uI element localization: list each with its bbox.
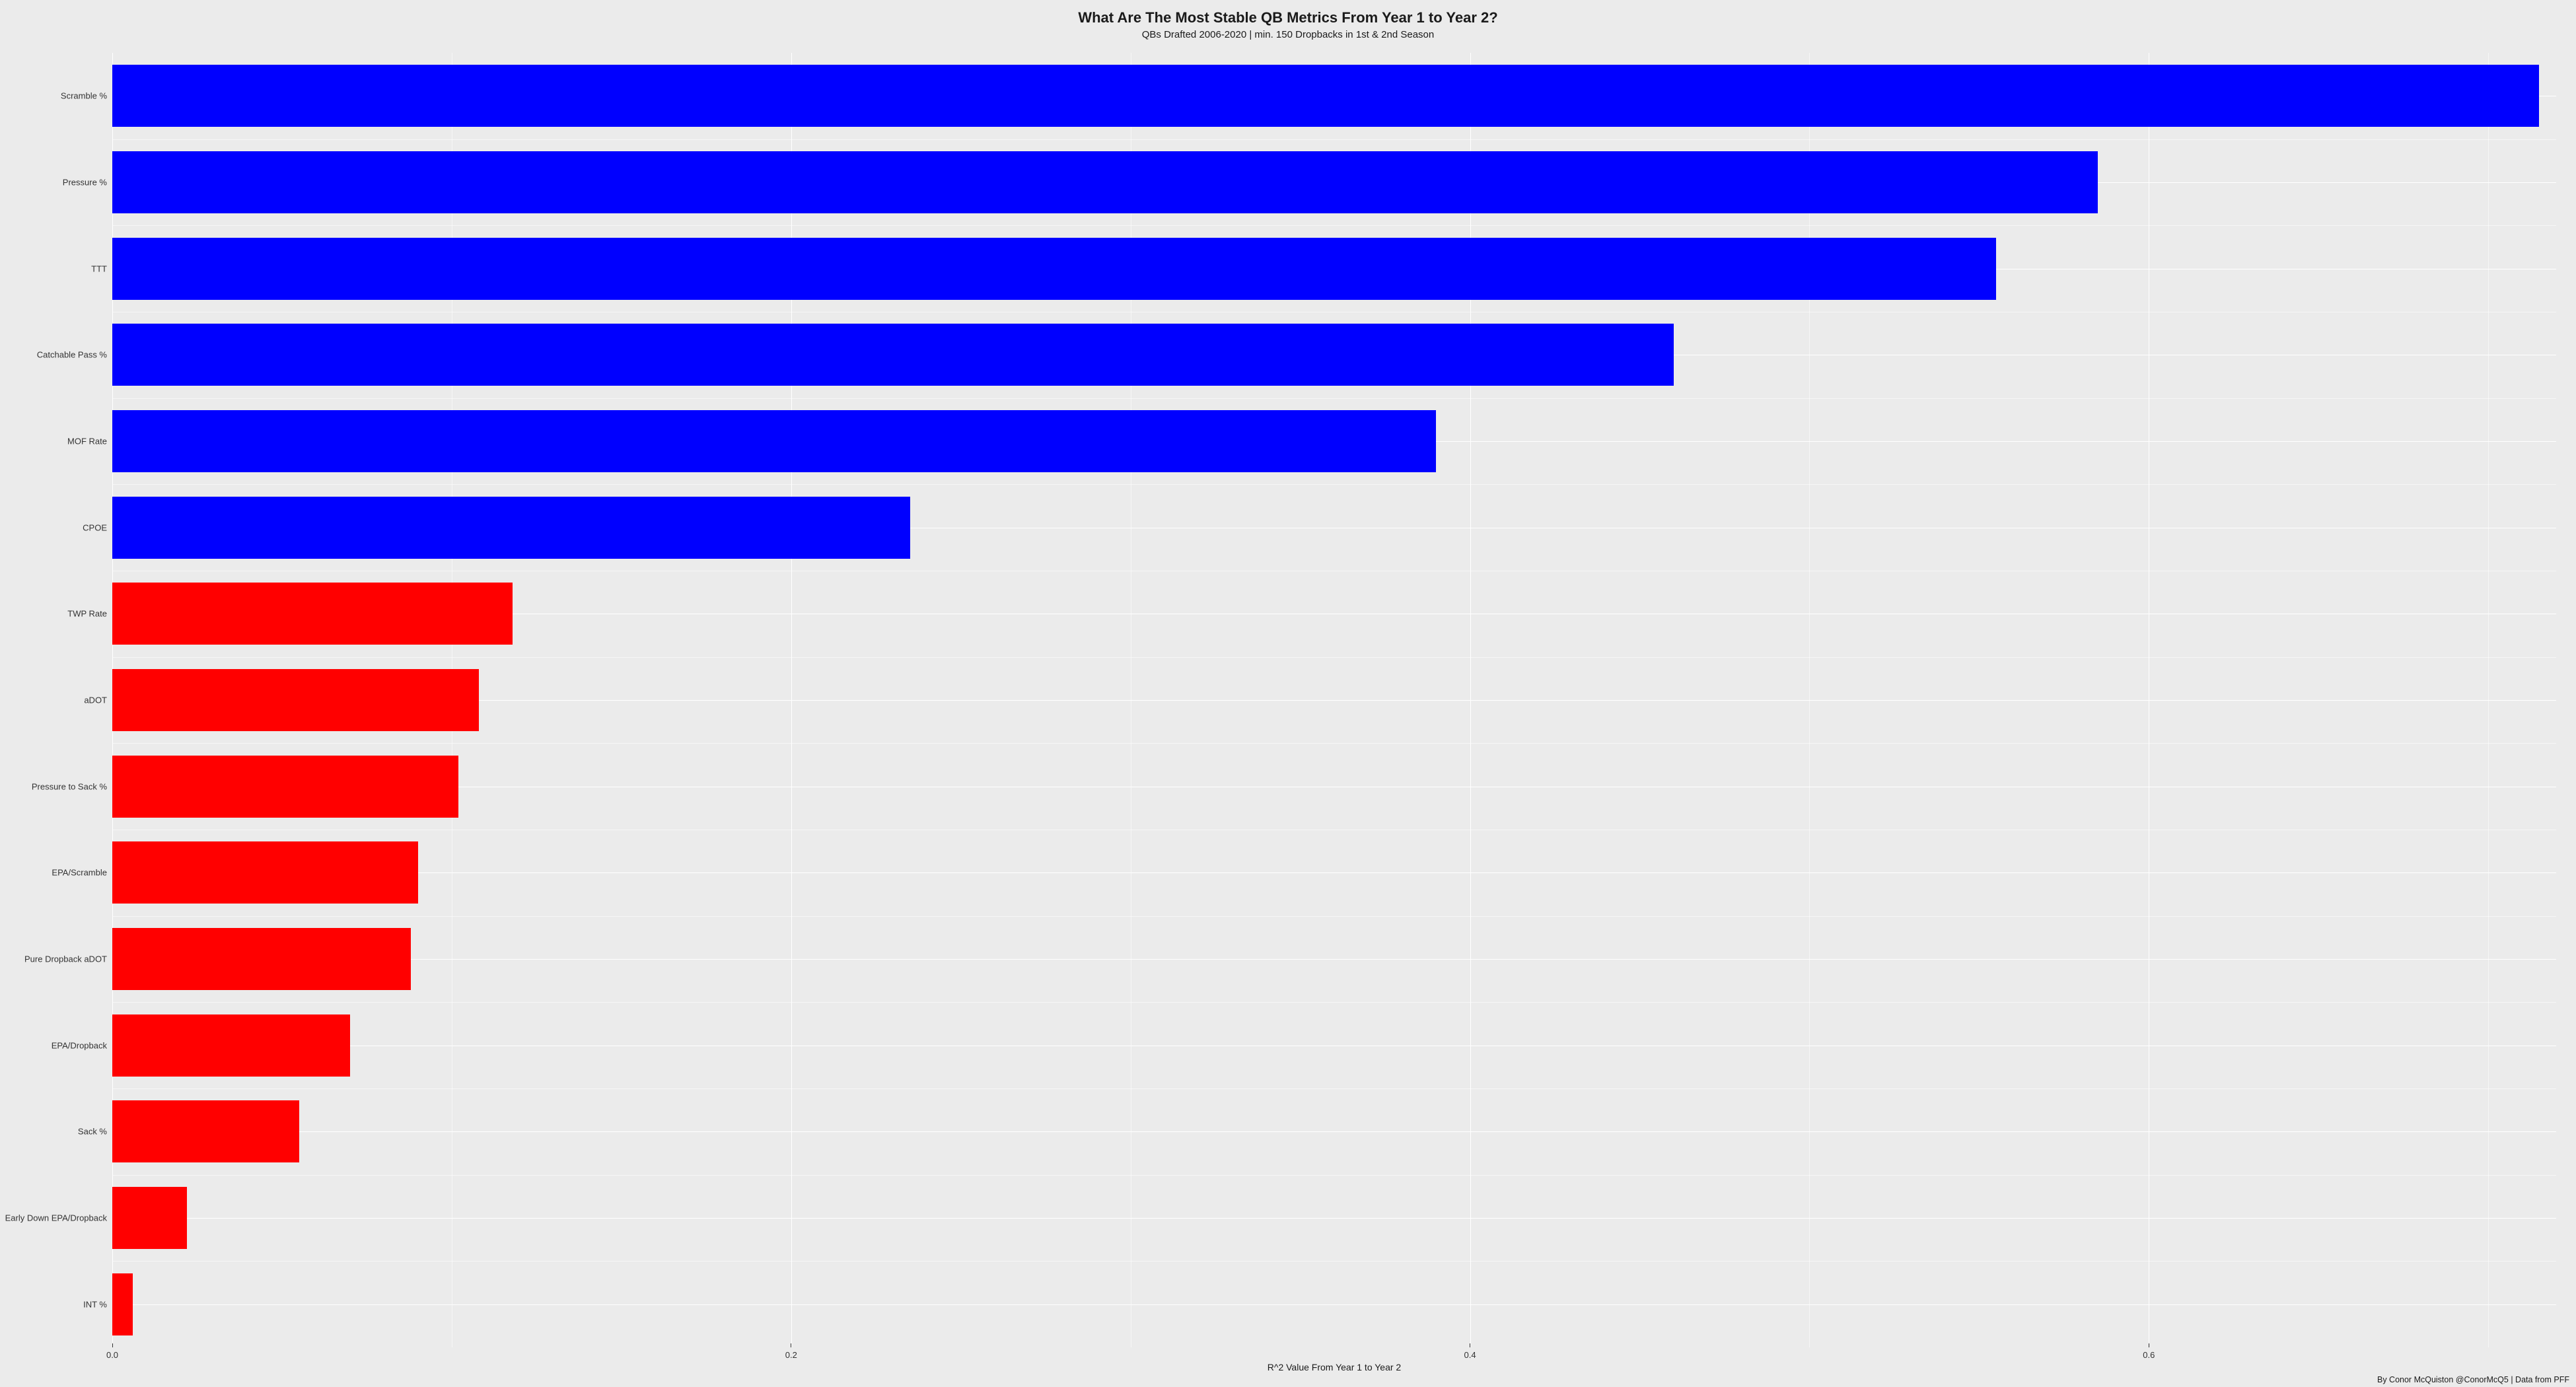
bar xyxy=(112,1187,187,1249)
gridline-h-minor xyxy=(112,1088,2556,1089)
gridline-h-minor xyxy=(112,225,2556,226)
chart-container: What Are The Most Stable QB Metrics From… xyxy=(0,0,2576,1387)
bar xyxy=(112,583,513,645)
bar xyxy=(112,1273,133,1335)
x-tick-label: 0.2 xyxy=(785,1350,797,1360)
gridline-h xyxy=(112,700,2556,701)
bar xyxy=(112,1100,299,1162)
gridline-h xyxy=(112,1218,2556,1219)
y-axis-labels: Scramble % Pressure % TTT Catchable Pass % M… xyxy=(0,53,112,1347)
y-tick-label: Pure Dropback aDOT xyxy=(1,954,107,964)
chart-subtitle: QBs Drafted 2006-2020 | min. 150 Dropbac… xyxy=(0,29,2576,40)
gridline-h-minor xyxy=(112,139,2556,140)
gridline-h-minor xyxy=(112,398,2556,399)
x-tick-label: 0.6 xyxy=(2143,1350,2155,1360)
y-tick-label: aDOT xyxy=(1,695,107,705)
bar xyxy=(112,410,1436,472)
bar xyxy=(112,669,479,731)
bar xyxy=(112,65,2539,127)
y-tick-label: Catchable Pass % xyxy=(1,350,107,360)
chart-title: What Are The Most Stable QB Metrics From… xyxy=(0,9,2576,26)
bar xyxy=(112,1014,350,1077)
y-tick-label: Scramble % xyxy=(1,91,107,101)
gridline-h xyxy=(112,1304,2556,1305)
gridline-h-minor xyxy=(112,1002,2556,1003)
y-tick-label: MOF Rate xyxy=(1,437,107,446)
bar xyxy=(112,238,1996,300)
y-tick-label: EPA/Dropback xyxy=(1,1040,107,1050)
y-tick-label: Pressure % xyxy=(1,178,107,188)
y-tick-label: TTT xyxy=(1,264,107,273)
gridline-h-minor xyxy=(112,1261,2556,1262)
y-tick-label: EPA/Scramble xyxy=(1,868,107,878)
y-tick-label: CPOE xyxy=(1,522,107,532)
bar xyxy=(112,324,1674,386)
y-tick-label: Pressure to Sack % xyxy=(1,781,107,791)
x-axis-title: R^2 Value From Year 1 to Year 2 xyxy=(112,1362,2556,1372)
chart-caption: By Conor McQuiston @ConorMcQ5 | Data fro… xyxy=(2377,1375,2569,1384)
bar xyxy=(112,756,458,818)
y-tick-label: TWP Rate xyxy=(1,609,107,619)
bar xyxy=(112,497,910,559)
gridline-h-minor xyxy=(112,743,2556,744)
y-tick-label: Early Down EPA/Dropback xyxy=(1,1213,107,1223)
gridline-h xyxy=(112,959,2556,960)
y-tick-label: INT % xyxy=(1,1299,107,1309)
gridline-h-minor xyxy=(112,1175,2556,1176)
gridline-h xyxy=(112,1131,2556,1132)
x-tick-label: 0.4 xyxy=(1464,1350,1476,1360)
x-tick-mark xyxy=(112,1343,113,1347)
bar xyxy=(112,151,2098,213)
gridline-h-minor xyxy=(112,484,2556,485)
plot-panel xyxy=(112,53,2556,1347)
bar xyxy=(112,928,411,990)
gridline-h-minor xyxy=(112,657,2556,658)
x-tick-label: 0.0 xyxy=(106,1350,118,1360)
gridline-h-minor xyxy=(112,916,2556,917)
gridline-h xyxy=(112,872,2556,873)
bar xyxy=(112,841,418,904)
title-block: What Are The Most Stable QB Metrics From… xyxy=(0,0,2576,40)
y-tick-label: Sack % xyxy=(1,1127,107,1137)
